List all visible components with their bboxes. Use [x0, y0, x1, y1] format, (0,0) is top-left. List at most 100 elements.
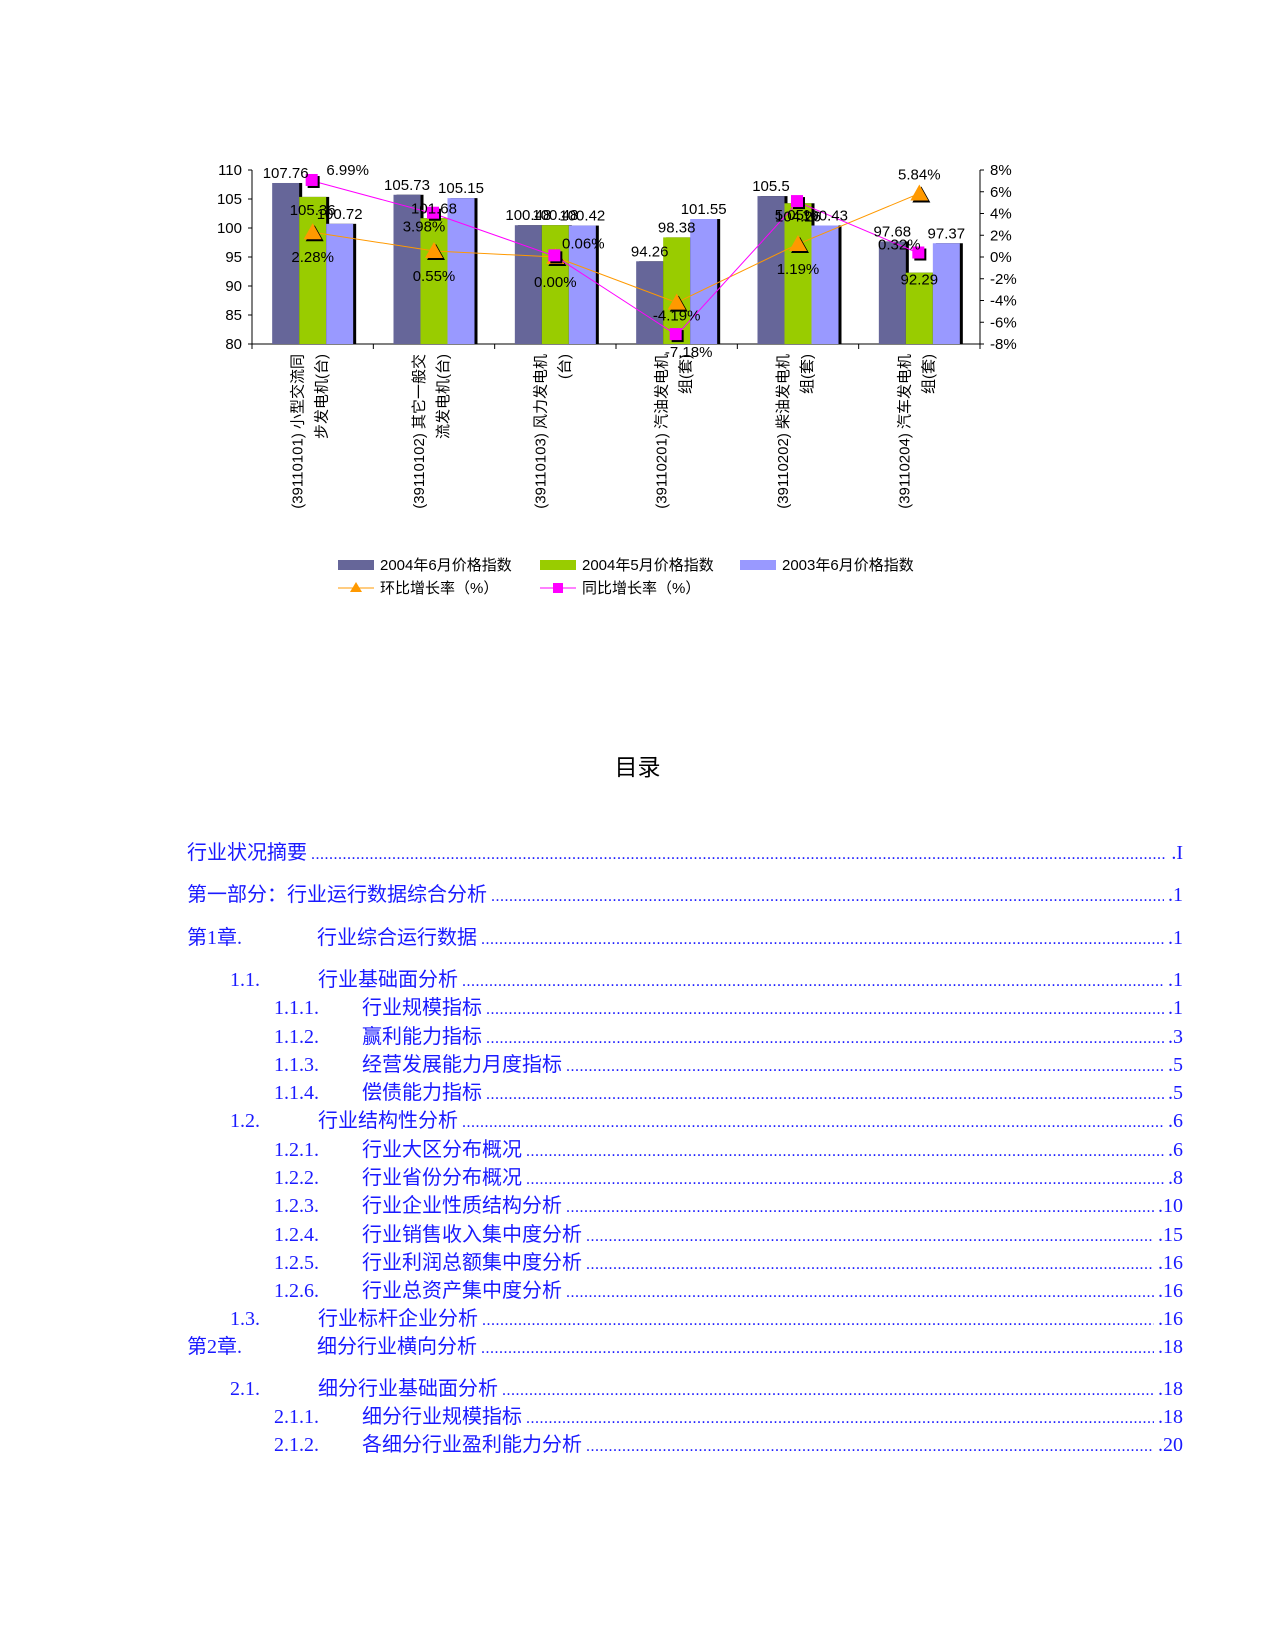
toc-entry[interactable]: 1.2.6. 行业总资产集中度分析........................…: [274, 1274, 1183, 1303]
toc-entry-label: 行业状况摘要: [187, 840, 307, 864]
bar-data-label: 107.76: [263, 165, 309, 182]
y-tick-label: 100: [217, 220, 242, 237]
toc-entry-label: 细分行业基础面分析: [318, 1376, 498, 1400]
yoy-label: 3.98%: [403, 219, 446, 236]
toc-entry[interactable]: 2.1.1. 细分行业规模指标..........................…: [274, 1400, 1183, 1429]
bar-data-label: 101.55: [681, 201, 727, 218]
point-marker: [305, 173, 318, 186]
toc-entry[interactable]: 1.1.2. 赢利能力指标............................…: [274, 1020, 1183, 1049]
bar-data-label: 104.26: [775, 208, 821, 225]
toc-dot-leader: ........................................…: [566, 1058, 1164, 1075]
toc-dot-leader: ........................................…: [586, 1256, 1154, 1273]
bar-data-label: 98.38: [658, 219, 696, 236]
toc-entry-number: 2.1.: [230, 1378, 260, 1400]
bar: [299, 196, 327, 344]
yoy-label: -7.18%: [665, 344, 713, 361]
toc-entry[interactable]: 1.1. 行业基础面分析.............................…: [230, 963, 1183, 992]
point-marker: [789, 235, 807, 252]
toc-dot-leader: ........................................…: [486, 1030, 1164, 1047]
toc-page-number: .18: [1158, 1406, 1183, 1428]
point-marker: [548, 249, 561, 262]
series-line: [312, 180, 920, 336]
y2-tick-label: 6%: [990, 184, 1012, 201]
y2-tick-label: -8%: [990, 336, 1017, 353]
bar-data-label: 100.43: [802, 208, 848, 225]
toc-entry[interactable]: 1.2.5. 行业利润总额集中度分析.......................…: [274, 1246, 1183, 1275]
toc-entry-label: 行业总资产集中度分析: [362, 1278, 562, 1302]
toc-entry[interactable]: 1.1.4. 偿债能力指标............................…: [274, 1076, 1183, 1105]
bar-data-label: 105.73: [384, 177, 430, 194]
toc-page-number: .5: [1168, 1054, 1183, 1076]
y2-tick-label: 0%: [990, 249, 1012, 266]
legend-label: 2003年6月价格指数: [782, 557, 914, 574]
bar-data-label: 100.72: [317, 206, 363, 223]
toc-entry[interactable]: 1.3. 行业标杆企业分析............................…: [230, 1302, 1183, 1331]
y2-tick-label: -6%: [990, 314, 1017, 331]
toc-entry[interactable]: 1.2.4. 行业销售收入集中度分析.......................…: [274, 1218, 1183, 1247]
toc-dot-leader: ........................................…: [566, 1284, 1154, 1301]
toc-entry-label: 行业结构性分析: [318, 1108, 458, 1132]
point-marker: [912, 246, 925, 259]
yoy-label: 6.99%: [326, 162, 369, 179]
bar-data-label: 100.48: [505, 207, 551, 224]
legend-label: 同比增长率（%）: [582, 580, 700, 597]
y2-tick-label: -2%: [990, 271, 1017, 288]
toc-page-number: .I: [1171, 842, 1183, 864]
toc-title: 目录: [614, 755, 661, 781]
bar-data-label: 105.5: [752, 178, 790, 195]
point-marker: [303, 223, 322, 240]
toc-entry[interactable]: 1.2.1. 行业大区分布概况..........................…: [274, 1133, 1183, 1162]
toc-page-number: .1: [1168, 969, 1183, 991]
toc-dot-leader: ........................................…: [481, 931, 1164, 948]
toc-dot-leader: ........................................…: [481, 1340, 1154, 1357]
toc-dot-leader: ........................................…: [486, 1001, 1164, 1018]
toc-entry[interactable]: 1.1.1. 行业规模指标............................…: [274, 991, 1183, 1020]
toc-entry-label: 赢利能力指标: [362, 1024, 482, 1048]
category-label: (39110201) 汽油发电机: [654, 354, 671, 509]
toc-entry[interactable]: 行业状况摘要..................................…: [187, 836, 1183, 865]
toc-entry[interactable]: 第2章. 细分行业横向分析............................…: [187, 1330, 1183, 1359]
growth-label: 0.55%: [413, 268, 456, 285]
toc-entry-number: 第1章.: [187, 927, 242, 949]
toc-entry[interactable]: 2.1. 细分行业基础面分析...........................…: [230, 1372, 1183, 1401]
toc-page-number: .16: [1158, 1252, 1183, 1274]
bar-data-label: 94.26: [631, 243, 669, 260]
toc-entry[interactable]: 1.2. 行业结构性分析.............................…: [230, 1104, 1183, 1133]
price-index-chart: 80 85 90 95 100 105 110 -8% -6% -4% -2% 0% 2% 4% 6% 8% 1…: [217, 162, 1017, 597]
toc-entry[interactable]: 第1章. 行业综合运行数据............................…: [187, 921, 1183, 950]
toc-page-number: .1: [1168, 997, 1183, 1019]
toc-entry[interactable]: 1.2.2. 行业省份分布概况..........................…: [274, 1161, 1183, 1190]
toc-entry-label: 行业销售收入集中度分析: [362, 1222, 582, 1246]
toc-entry-number: 1.1.: [230, 969, 260, 991]
toc-page-number: .1: [1168, 884, 1183, 906]
category-label: (39110103) 风力发电机: [532, 354, 549, 509]
toc-page-number: .8: [1168, 1167, 1183, 1189]
toc-page-number: .18: [1158, 1378, 1183, 1400]
toc-entry[interactable]: 1.2.3. 行业企业性质结构分析........................…: [274, 1189, 1183, 1218]
category-label: 组(套): [678, 354, 695, 394]
bar: [326, 223, 354, 344]
point-marker: [427, 206, 439, 219]
toc-entry-label: 第一部分：行业运行数据综合分析: [187, 882, 487, 906]
toc-entry-number: 1.2.3.: [274, 1195, 319, 1217]
bar-data-label: 97.68: [874, 223, 912, 240]
toc-entry[interactable]: 2.1.2. 各细分行业盈利能力分析.......................…: [274, 1428, 1183, 1457]
bar: [636, 261, 664, 344]
y-tick-label: 105: [217, 191, 242, 208]
toc-entry[interactable]: 1.1.3. 经营发展能力月度指标........................…: [274, 1048, 1183, 1077]
toc-entry-label: 行业省份分布概况: [362, 1165, 522, 1189]
toc-entry-number: 1.1.4.: [274, 1082, 319, 1104]
toc-dot-leader: ........................................…: [491, 888, 1164, 905]
bar-data-label: 105.15: [438, 180, 484, 197]
toc-entry-number: 1.2.6.: [274, 1280, 319, 1302]
toc-entry-label: 细分行业横向分析: [317, 1334, 477, 1358]
toc-page-number: .6: [1168, 1139, 1183, 1161]
toc-dot-leader: ........................................…: [586, 1438, 1154, 1455]
toc-entry[interactable]: 第一部分：行业运行数据综合分析.........................…: [187, 878, 1183, 907]
legend-label: 2004年5月价格指数: [582, 557, 714, 574]
legend-swatch: [740, 560, 776, 570]
category-label: 流发电机(台): [435, 354, 452, 439]
bar: [514, 225, 542, 344]
bar: [420, 218, 448, 344]
y-tick-label: 95: [225, 249, 242, 266]
